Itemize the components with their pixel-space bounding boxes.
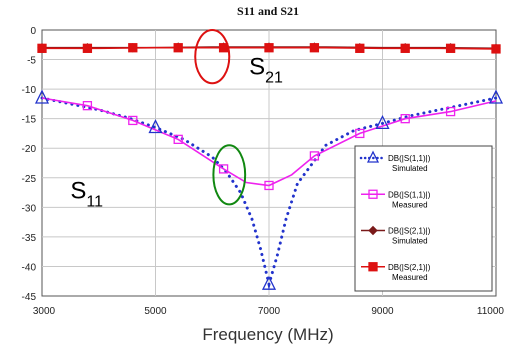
legend-swatch-marker-0: [366, 150, 380, 163]
marker-series-3: [264, 43, 274, 53]
series-line-0: [40, 96, 498, 291]
x-tick-label: 11000: [477, 306, 505, 317]
legend-swatch-marker-3: [368, 262, 378, 272]
legend-entry-name-1: DB(|S(1,1)|): [388, 190, 431, 199]
marker-series-1: [173, 134, 183, 145]
legend-entry-sub-1: Measured: [392, 200, 428, 209]
legend-swatch-marker-2: [368, 225, 378, 236]
series-line-1: [41, 97, 497, 187]
marker-series-0: [261, 275, 277, 290]
legend-entry-name-0: DB(|S(1,1)|): [388, 154, 431, 163]
legend-entry-sub-0: Simulated: [392, 164, 428, 173]
legend-entry-name-3: DB(|S(2,1)|): [388, 263, 431, 272]
y-tick-label: -5: [27, 56, 36, 67]
y-tick-label: -10: [22, 85, 37, 96]
marker-series-1: [445, 106, 456, 117]
marker-series-1: [218, 164, 229, 174]
x-tick-label: 3000: [33, 306, 56, 317]
marker-series-1: [264, 180, 274, 191]
marker-series-1: [400, 114, 410, 124]
marker-series-3: [309, 43, 320, 53]
y-tick-label: -15: [22, 115, 37, 126]
annotation-ellipse-1: [212, 144, 247, 206]
legend-entry-sub-3: Measured: [392, 273, 428, 282]
annotation-subscript-1: 11: [86, 193, 103, 210]
marker-series-1: [355, 128, 365, 139]
marker-series-3: [173, 43, 183, 53]
marker-series-3: [218, 43, 229, 53]
y-tick-label: -25: [22, 174, 37, 185]
y-tick-label: -30: [22, 203, 37, 214]
x-tick-label: 9000: [371, 306, 394, 317]
marker-series-1: [128, 115, 138, 126]
legend-swatch-marker-1: [368, 189, 378, 199]
marker-series-3: [37, 43, 47, 53]
marker-series-0: [375, 114, 390, 130]
marker-series-0: [34, 89, 50, 104]
marker-series-3: [491, 44, 501, 54]
y-tick-label: -35: [22, 233, 37, 244]
y-axis-ticks: 0 -5 -10 -15 -20 -25 -30 -35 -40 -45: [22, 26, 37, 303]
y-tick-label: -20: [22, 144, 37, 155]
marker-series-3: [128, 43, 138, 53]
marker-series-3: [82, 43, 93, 53]
x-axis-ticks: 3000 5000 7000 9000 11000: [33, 306, 505, 317]
marker-series-3: [400, 43, 410, 53]
x-tick-label: 5000: [144, 306, 167, 317]
marker-series-1: [82, 101, 93, 111]
legend: DB(|S(1,1)|)SimulatedDB(|S(1,1)|)Measure…: [354, 145, 493, 292]
marker-series-3: [355, 43, 365, 53]
marker-series-0: [488, 89, 504, 104]
chart-title: S11 and S21: [237, 4, 299, 18]
series-markers: [34, 42, 504, 290]
legend-entry-name-2: DB(|S(2,1)|): [388, 227, 431, 236]
annotation-ellipse-0: [194, 28, 231, 85]
marker-series-3: [445, 43, 456, 53]
marker-series-0: [148, 119, 163, 134]
marker-series-1: [309, 151, 320, 161]
annotation-subscript-0: 21: [265, 69, 283, 86]
y-tick-label: 0: [30, 26, 36, 37]
x-axis-label: Frequency (MHz): [202, 325, 333, 344]
x-tick-label: 7000: [258, 306, 281, 317]
legend-entry-sub-2: Simulated: [392, 237, 428, 246]
y-tick-label: -40: [22, 262, 37, 273]
y-tick-label: -45: [22, 292, 37, 303]
